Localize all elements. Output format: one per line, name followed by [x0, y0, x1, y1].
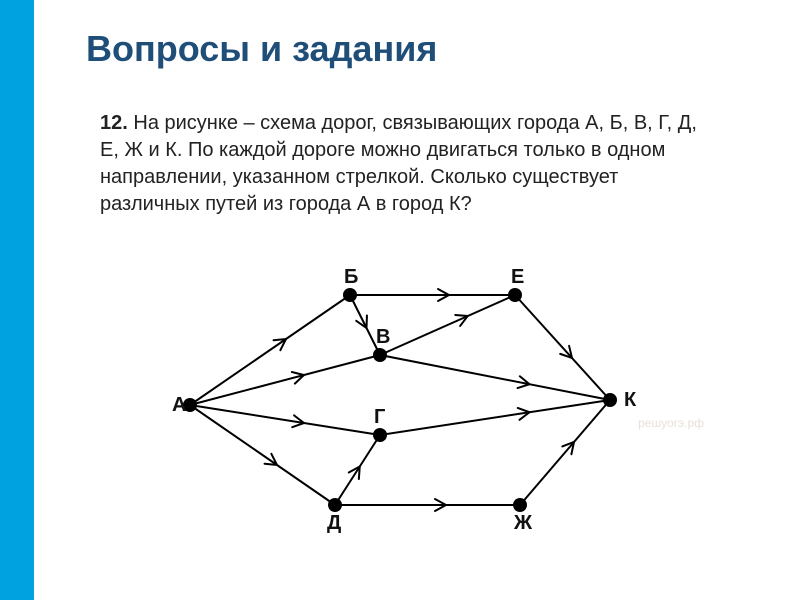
task-body: На рисунке – схема дорог, связывающих го…: [100, 112, 697, 215]
edge-Zh-K: [520, 400, 610, 505]
accent-sidebar: [0, 0, 34, 600]
arrowhead-icon: [349, 467, 360, 479]
node-G: [373, 428, 387, 442]
roads-graph: А Б В Г Д Е Ж К: [170, 260, 640, 550]
node-label-G: Г: [374, 406, 385, 428]
watermark: решуогэ.рф: [638, 416, 704, 430]
node-E: [508, 288, 522, 302]
page: Вопросы и задания 12. На рисунке – схема…: [0, 0, 800, 600]
page-title: Вопросы и задания: [86, 28, 437, 70]
node-Zh: [513, 498, 527, 512]
task-number: 12.: [100, 112, 128, 134]
node-label-E: Е: [511, 266, 524, 288]
edge-G-K: [380, 400, 610, 435]
node-K: [603, 393, 617, 407]
node-label-D: Д: [327, 512, 341, 534]
graph-svg: А Б В Г Д Е Ж К: [170, 260, 640, 550]
node-label-V: В: [376, 326, 390, 348]
edge-A-G: [190, 405, 380, 435]
node-V: [373, 348, 387, 362]
node-B: [343, 288, 357, 302]
edge-D-G: [335, 435, 380, 505]
task-text: 12. На рисунке – схема дорог, связывающи…: [100, 110, 710, 218]
edge-A-V: [190, 355, 380, 405]
edge-A-B: [190, 295, 350, 405]
node-D: [328, 498, 342, 512]
node-label-Zh: Ж: [513, 512, 533, 534]
edge-A-D: [190, 405, 335, 505]
node-label-A: А: [172, 394, 186, 416]
edge-V-E: [380, 295, 515, 355]
node-label-K: К: [624, 389, 637, 411]
arrowhead-icon: [274, 339, 286, 350]
arrowhead-icon: [265, 454, 277, 465]
node-label-B: Б: [344, 266, 358, 288]
